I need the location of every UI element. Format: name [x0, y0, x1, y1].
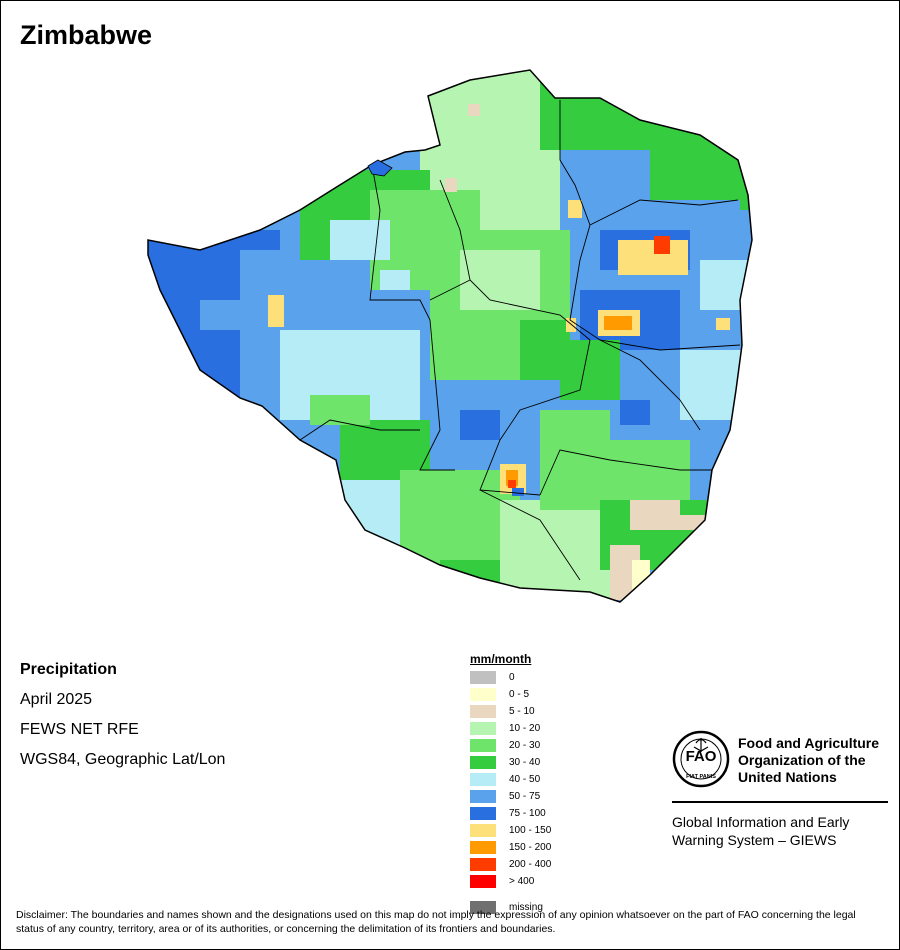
legend-swatch [470, 824, 496, 837]
legend-swatch [470, 688, 496, 701]
legend-label: 0 [509, 672, 515, 683]
legend-label: 100 - 150 [509, 825, 552, 836]
legend-swatch [470, 756, 496, 769]
legend-label: 40 - 50 [509, 774, 541, 785]
legend-label: 0 - 5 [509, 689, 530, 700]
map-info: Precipitation April 2025 FEWS NET RFE WG… [20, 655, 225, 775]
legend-label: 50 - 75 [509, 791, 541, 802]
legend-item: 5 - 10 [470, 703, 551, 720]
fao-logo-motto: FIAT PANIS [686, 774, 716, 780]
legend-swatch [470, 773, 496, 786]
legend-item: 40 - 50 [470, 771, 551, 788]
legend-label: 5 - 10 [509, 706, 535, 717]
lake-kariba [367, 159, 393, 177]
fao-divider [672, 801, 888, 803]
legend-swatch [470, 807, 496, 820]
fao-name: Food and Agriculture Organization of the… [738, 735, 898, 786]
legend-swatch [470, 841, 496, 854]
legend-item: 0 - 5 [470, 686, 551, 703]
legend-label: missing [509, 902, 543, 913]
fao-name-line: United Nations [738, 769, 837, 785]
legend-swatch [470, 705, 496, 718]
legend-item: 30 - 40 [470, 754, 551, 771]
legend-swatch-missing [470, 901, 496, 914]
legend-item: 200 - 400 [470, 856, 551, 873]
giews-name: Global Information and Early Warning Sys… [672, 813, 888, 849]
legend-item: 100 - 150 [470, 822, 551, 839]
info-projection: WGS84, Geographic Lat/Lon [20, 751, 226, 768]
legend-label: 200 - 400 [509, 859, 552, 870]
legend-swatch [470, 875, 496, 888]
map-title: Zimbabwe [20, 20, 153, 50]
legend-swatch [470, 858, 496, 871]
fao-name-line: Organization of the [738, 752, 866, 768]
legend-label: > 400 [509, 876, 535, 887]
fao-logo-icon: FAO FIAT PANIS [672, 730, 730, 788]
info-heading: Precipitation [20, 661, 117, 678]
info-period: April 2025 [20, 691, 93, 708]
legend-item: 20 - 30 [470, 737, 551, 754]
legend-swatch [470, 739, 496, 752]
legend-item: 50 - 75 [470, 788, 551, 805]
giews-line: Global Information and Early [672, 814, 850, 830]
legend-item: 10 - 20 [470, 720, 551, 737]
legend-label: 20 - 30 [509, 740, 541, 751]
legend-swatch [470, 671, 496, 684]
legend-swatch [470, 790, 496, 803]
legend-item-missing: missing [470, 899, 551, 916]
legend-label: 75 - 100 [509, 808, 546, 819]
precipitation-map [147, 69, 753, 603]
admin-boundaries [299, 100, 741, 581]
legend-item: > 400 [470, 873, 551, 890]
legend-unit: mm/month [470, 652, 532, 666]
giews-line: Warning System – GIEWS [672, 832, 837, 848]
legend-label: 150 - 200 [509, 842, 552, 853]
legend-label: 30 - 40 [509, 757, 541, 768]
fao-logo-text: FAO [686, 748, 717, 765]
legend-swatch [470, 722, 496, 735]
legend-item: 75 - 100 [470, 805, 551, 822]
map-legend: mm/month 0 0 - 5 5 - 10 10 - 20 20 - 30 … [470, 652, 551, 916]
fao-name-line: Food and Agriculture [738, 735, 880, 751]
disclaimer: Disclaimer: The boundaries and names sho… [16, 909, 856, 935]
legend-item: 150 - 200 [470, 839, 551, 856]
info-source: FEWS NET RFE [20, 721, 139, 738]
legend-label: 10 - 20 [509, 723, 541, 734]
legend-item: 0 [470, 669, 551, 686]
